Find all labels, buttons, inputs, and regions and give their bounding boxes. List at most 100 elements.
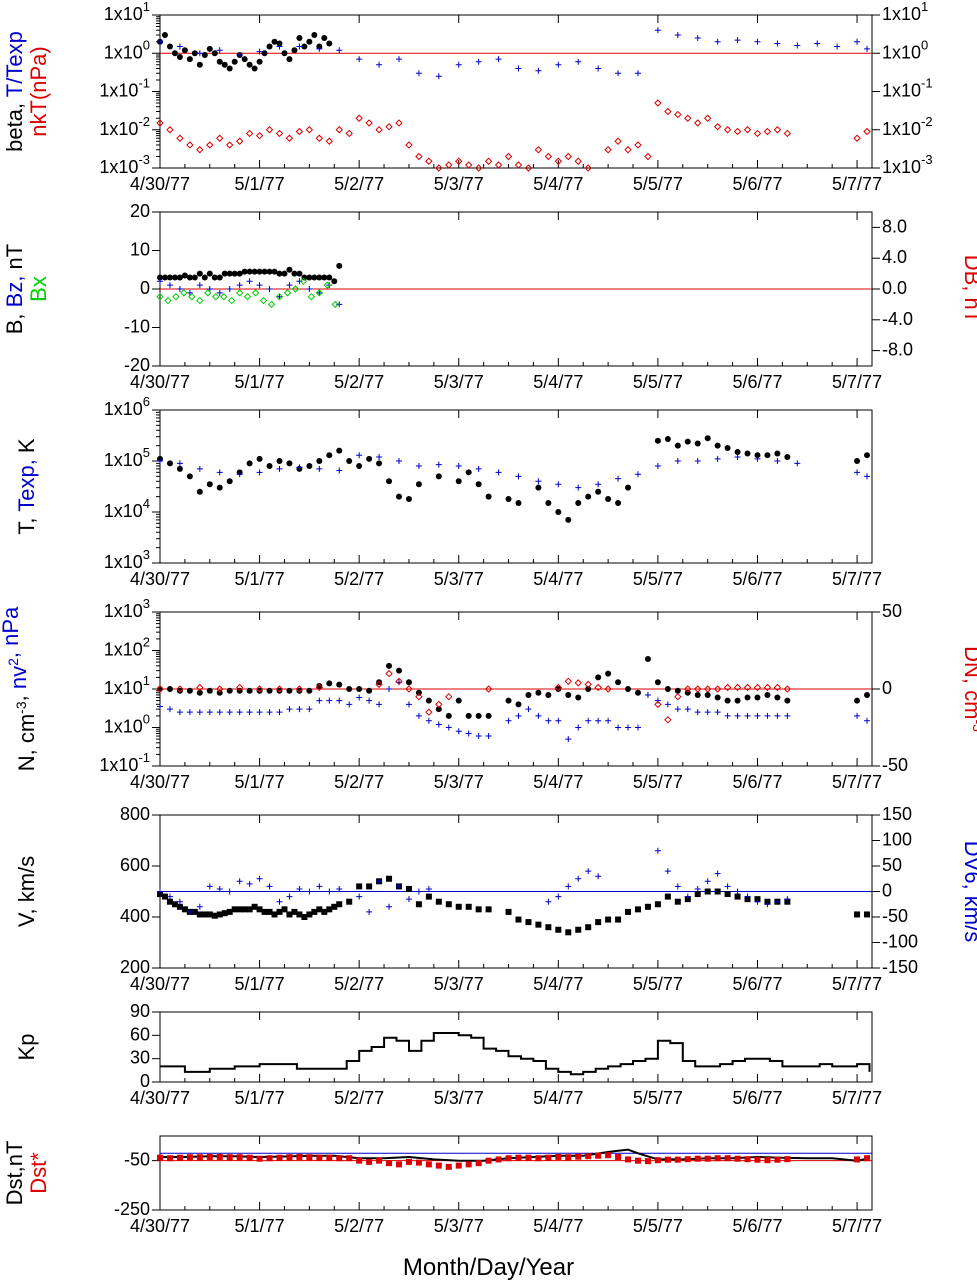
y-tick-label: 1x100 — [104, 38, 150, 62]
data-point — [376, 878, 383, 885]
data-point — [256, 58, 263, 65]
data-point — [181, 47, 188, 54]
data-point — [535, 712, 542, 719]
data-point — [714, 870, 721, 877]
data-point — [216, 274, 223, 281]
x-tick-label: 5/5/77 — [633, 372, 683, 392]
right-tick-label: 0.0 — [882, 278, 907, 298]
y-axis-right: 1x10-3 1x10-2 1x10-1 1x100 1x101 — [872, 0, 933, 177]
data-point — [306, 462, 313, 469]
data-point — [296, 278, 303, 285]
data-point — [595, 488, 602, 495]
series-n — [157, 656, 871, 719]
data-point — [664, 436, 671, 443]
data-point — [336, 262, 343, 269]
data-point — [286, 1154, 293, 1161]
data-point — [316, 697, 323, 704]
data-point — [206, 45, 213, 52]
data-point — [545, 924, 552, 931]
data-point — [723, 683, 732, 692]
y-tick-label: -10 — [124, 316, 150, 336]
data-point — [376, 1157, 383, 1164]
plot-frame — [159, 1135, 873, 1211]
data-point — [505, 697, 512, 704]
data-point — [743, 126, 752, 134]
data-point — [251, 268, 258, 275]
data-point — [545, 898, 552, 905]
data-point — [734, 697, 741, 704]
data-point — [575, 875, 582, 882]
data-point — [415, 481, 422, 488]
x-tick-label: 5/6/77 — [732, 174, 782, 194]
data-point — [356, 883, 363, 890]
data-point — [634, 724, 641, 731]
data-point — [435, 473, 442, 480]
data-point — [564, 152, 572, 161]
data-point — [285, 134, 294, 142]
data-point — [221, 910, 228, 917]
x-tick-label: 5/4/77 — [533, 372, 583, 392]
data-point — [255, 131, 264, 140]
data-point — [206, 883, 213, 890]
data-point — [475, 712, 482, 719]
data-point — [291, 285, 300, 293]
data-point — [281, 906, 288, 913]
data-point — [585, 868, 592, 875]
series-kp — [160, 1032, 871, 1076]
data-point — [554, 157, 563, 165]
data-point — [714, 694, 721, 701]
series-line — [160, 1032, 871, 1076]
series-texp — [157, 452, 871, 491]
data-point — [545, 500, 552, 507]
data-point — [605, 1152, 612, 1159]
data-point — [256, 687, 263, 694]
data-point — [664, 868, 671, 875]
x-axis-title: Month/Day/Year — [402, 1254, 575, 1281]
data-point — [585, 1153, 592, 1160]
panel-B: -20 -10 0 10 20 -8.0 -4.0 0.0 4.0 8.0 DB, nT 4/30/7… — [2, 201, 977, 392]
data-point — [415, 888, 422, 895]
x-axis: 4/30/77 5/1/77 5/2/77 5/3/77 5/4/77 5/5/77 5/6… — [130, 815, 882, 994]
data-point — [236, 878, 243, 885]
data-point — [301, 914, 308, 920]
x-tick-label: 5/3/77 — [434, 372, 484, 392]
data-point — [794, 460, 801, 467]
data-point — [176, 687, 183, 694]
data-point — [664, 893, 671, 900]
x-tick-label: 4/30/77 — [130, 174, 190, 194]
data-point — [275, 129, 284, 138]
data-point — [415, 692, 423, 701]
y-axis-label: T, Texp, K — [14, 438, 39, 535]
data-point — [311, 908, 318, 915]
plot-frame — [159, 409, 873, 564]
data-point — [186, 141, 194, 149]
data-point — [176, 53, 183, 60]
data-point — [281, 50, 288, 57]
x-tick-label: 5/1/77 — [235, 372, 285, 392]
data-point — [474, 164, 483, 172]
data-point — [216, 134, 224, 142]
data-point — [694, 1155, 701, 1162]
data-point — [156, 119, 164, 127]
data-point — [724, 697, 731, 704]
data-point — [604, 146, 612, 154]
data-point — [356, 686, 363, 692]
data-point — [266, 687, 273, 694]
data-point — [157, 686, 163, 692]
data-point — [296, 35, 303, 42]
data-point — [555, 481, 562, 488]
data-point — [714, 888, 721, 895]
data-point — [575, 1153, 582, 1160]
data-point — [231, 906, 238, 913]
x-tick-label: 5/1/77 — [235, 569, 285, 589]
data-point — [366, 687, 373, 694]
data-point — [555, 61, 562, 68]
data-point — [275, 685, 284, 693]
data-point — [186, 289, 193, 296]
data-point — [754, 452, 761, 459]
data-point — [774, 712, 781, 719]
data-point — [251, 903, 258, 910]
data-point — [684, 1156, 691, 1163]
y-axis-left: 1x103 1x104 1x105 1x106 — [104, 394, 160, 572]
x-tick-label: 5/6/77 — [732, 569, 782, 589]
